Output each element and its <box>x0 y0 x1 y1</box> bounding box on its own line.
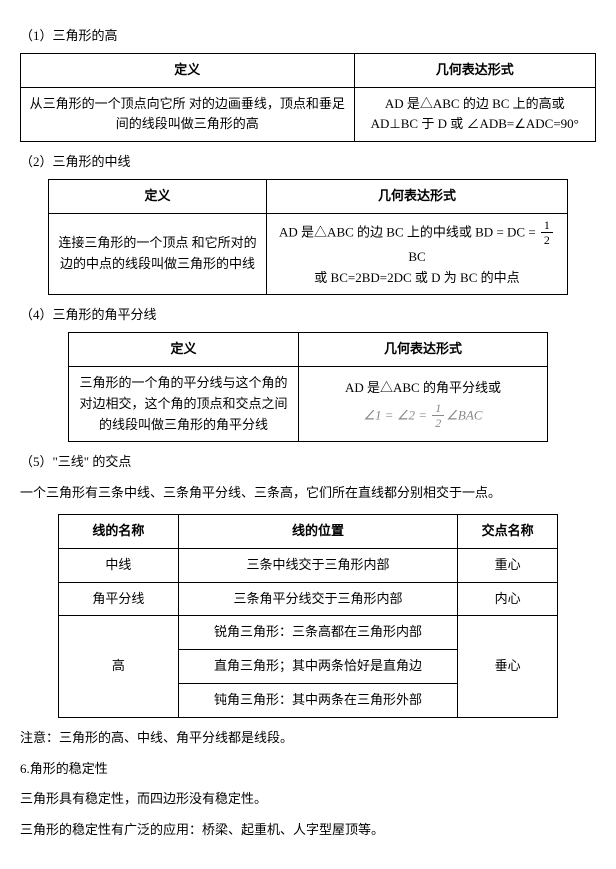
expr-eq-pre: ∠1 = ∠2 = <box>363 408 430 423</box>
cell-expr: AD 是△ABC 的角平分线或 ∠1 = ∠2 = 1 2 ∠BAC <box>298 366 547 441</box>
cell-pos: 钝角三角形：其中两条在三角形外部 <box>178 683 457 717</box>
table-row: 角平分线 三条角平分线交于三角形内部 内心 <box>59 582 558 616</box>
cell-def: 三角形的一个角的平分线与这个角的对边相交，这个角的顶点和交点之间的线段叫做三角形… <box>69 366 299 441</box>
cell-pos: 直角三角形；其中两条恰好是直角边 <box>178 650 457 684</box>
fraction-den: 2 <box>432 416 444 429</box>
section-6-p2: 三角形的稳定性有广泛的应用：桥梁、起重机、人字型屋顶等。 <box>20 820 596 841</box>
table-intersection: 线的名称 线的位置 交点名称 中线 三条中线交于三角形内部 重心 角平分线 三条… <box>58 514 558 718</box>
table-row: 三角形的一个角的平分线与这个角的对边相交，这个角的顶点和交点之间的线段叫做三角形… <box>69 366 548 441</box>
table-row: 线的名称 线的位置 交点名称 <box>59 514 558 548</box>
section-5-intro: 一个三角形有三条中线、三条角平分线、三条高，它们所在直线都分别相交于一点。 <box>20 483 596 504</box>
table-median: 定义 几何表达形式 连接三角形的一个顶点 和它所对的边的中点的线段叫做三角形的中… <box>48 179 568 295</box>
fraction-num: 1 <box>432 402 444 416</box>
cell-name: 中线 <box>59 548 179 582</box>
cell-def: 连接三角形的一个顶点 和它所对的边的中点的线段叫做三角形的中线 <box>49 213 267 295</box>
fraction-half-icon: 1 2 <box>432 402 444 429</box>
cell-point: 内心 <box>458 582 558 616</box>
table-row: 定义 几何表达形式 <box>21 53 596 87</box>
expr-text: AD 是△ABC 的边 BC 上的中线或 BD = DC = <box>279 224 536 239</box>
cell-point: 重心 <box>458 548 558 582</box>
table-row: 定义 几何表达形式 <box>69 333 548 367</box>
col-header-expr: 几何表达形式 <box>266 179 567 213</box>
cell-expr: AD 是△ABC 的边 BC 上的高或 AD⊥BC 于 D 或 ∠ADB=∠AD… <box>354 87 596 142</box>
cell-pos: 三条中线交于三角形内部 <box>178 548 457 582</box>
col-header-def: 定义 <box>69 333 299 367</box>
fraction-den: 2 <box>541 233 553 246</box>
cell-def: 从三角形的一个顶点向它所 对的边画垂线，顶点和垂足间的线段叫做三角形的高 <box>21 87 355 142</box>
fraction-half-icon: 1 2 <box>541 219 553 246</box>
col-header-name: 线的名称 <box>59 514 179 548</box>
expr-formula: ∠1 = ∠2 = 1 2 ∠BAC <box>307 403 539 430</box>
col-header-def: 定义 <box>21 53 355 87</box>
cell-expr: AD 是△ABC 的边 BC 上的中线或 BD = DC = 1 2 BC 或 … <box>266 213 567 295</box>
section-4-title: （4）三角形的角平分线 <box>20 305 596 326</box>
section-5-title: （5）"三线" 的交点 <box>20 452 596 473</box>
table-row: 连接三角形的一个顶点 和它所对的边的中点的线段叫做三角形的中线 AD 是△ABC… <box>49 213 568 295</box>
table-height: 定义 几何表达形式 从三角形的一个顶点向它所 对的边画垂线，顶点和垂足间的线段叫… <box>20 53 596 142</box>
expr-line2: 或 BC=2BD=2DC 或 D 为 BC 的中点 <box>275 268 559 289</box>
cell-pos: 锐角三角形：三条高都在三角形内部 <box>178 616 457 650</box>
table-row: 从三角形的一个顶点向它所 对的边画垂线，顶点和垂足间的线段叫做三角形的高 AD … <box>21 87 596 142</box>
table-row: 中线 三条中线交于三角形内部 重心 <box>59 548 558 582</box>
section-6-title: 6.角形的稳定性 <box>20 759 596 780</box>
col-header-point: 交点名称 <box>458 514 558 548</box>
cell-point: 垂心 <box>458 616 558 717</box>
expr-tail: BC <box>408 249 425 264</box>
note-text: 注意：三角形的高、中线、角平分线都是线段。 <box>20 728 596 749</box>
col-header-pos: 线的位置 <box>178 514 457 548</box>
expr-line1: AD 是△ABC 的角平分线或 <box>307 378 539 399</box>
fraction-num: 1 <box>541 219 553 233</box>
table-row: 定义 几何表达形式 <box>49 179 568 213</box>
col-header-expr: 几何表达形式 <box>298 333 547 367</box>
cell-name: 角平分线 <box>59 582 179 616</box>
col-header-expr: 几何表达形式 <box>354 53 596 87</box>
section-1-title: （1）三角形的高 <box>20 26 596 47</box>
table-row: 高 锐角三角形：三条高都在三角形内部 垂心 <box>59 616 558 650</box>
cell-pos: 三条角平分线交于三角形内部 <box>178 582 457 616</box>
expr-eq-post: ∠BAC <box>446 408 482 423</box>
col-header-def: 定义 <box>49 179 267 213</box>
section-6-p1: 三角形具有稳定性，而四边形没有稳定性。 <box>20 789 596 810</box>
table-bisector: 定义 几何表达形式 三角形的一个角的平分线与这个角的对边相交，这个角的顶点和交点… <box>68 332 548 442</box>
section-2-title: （2）三角形的中线 <box>20 152 596 173</box>
cell-name: 高 <box>59 616 179 717</box>
